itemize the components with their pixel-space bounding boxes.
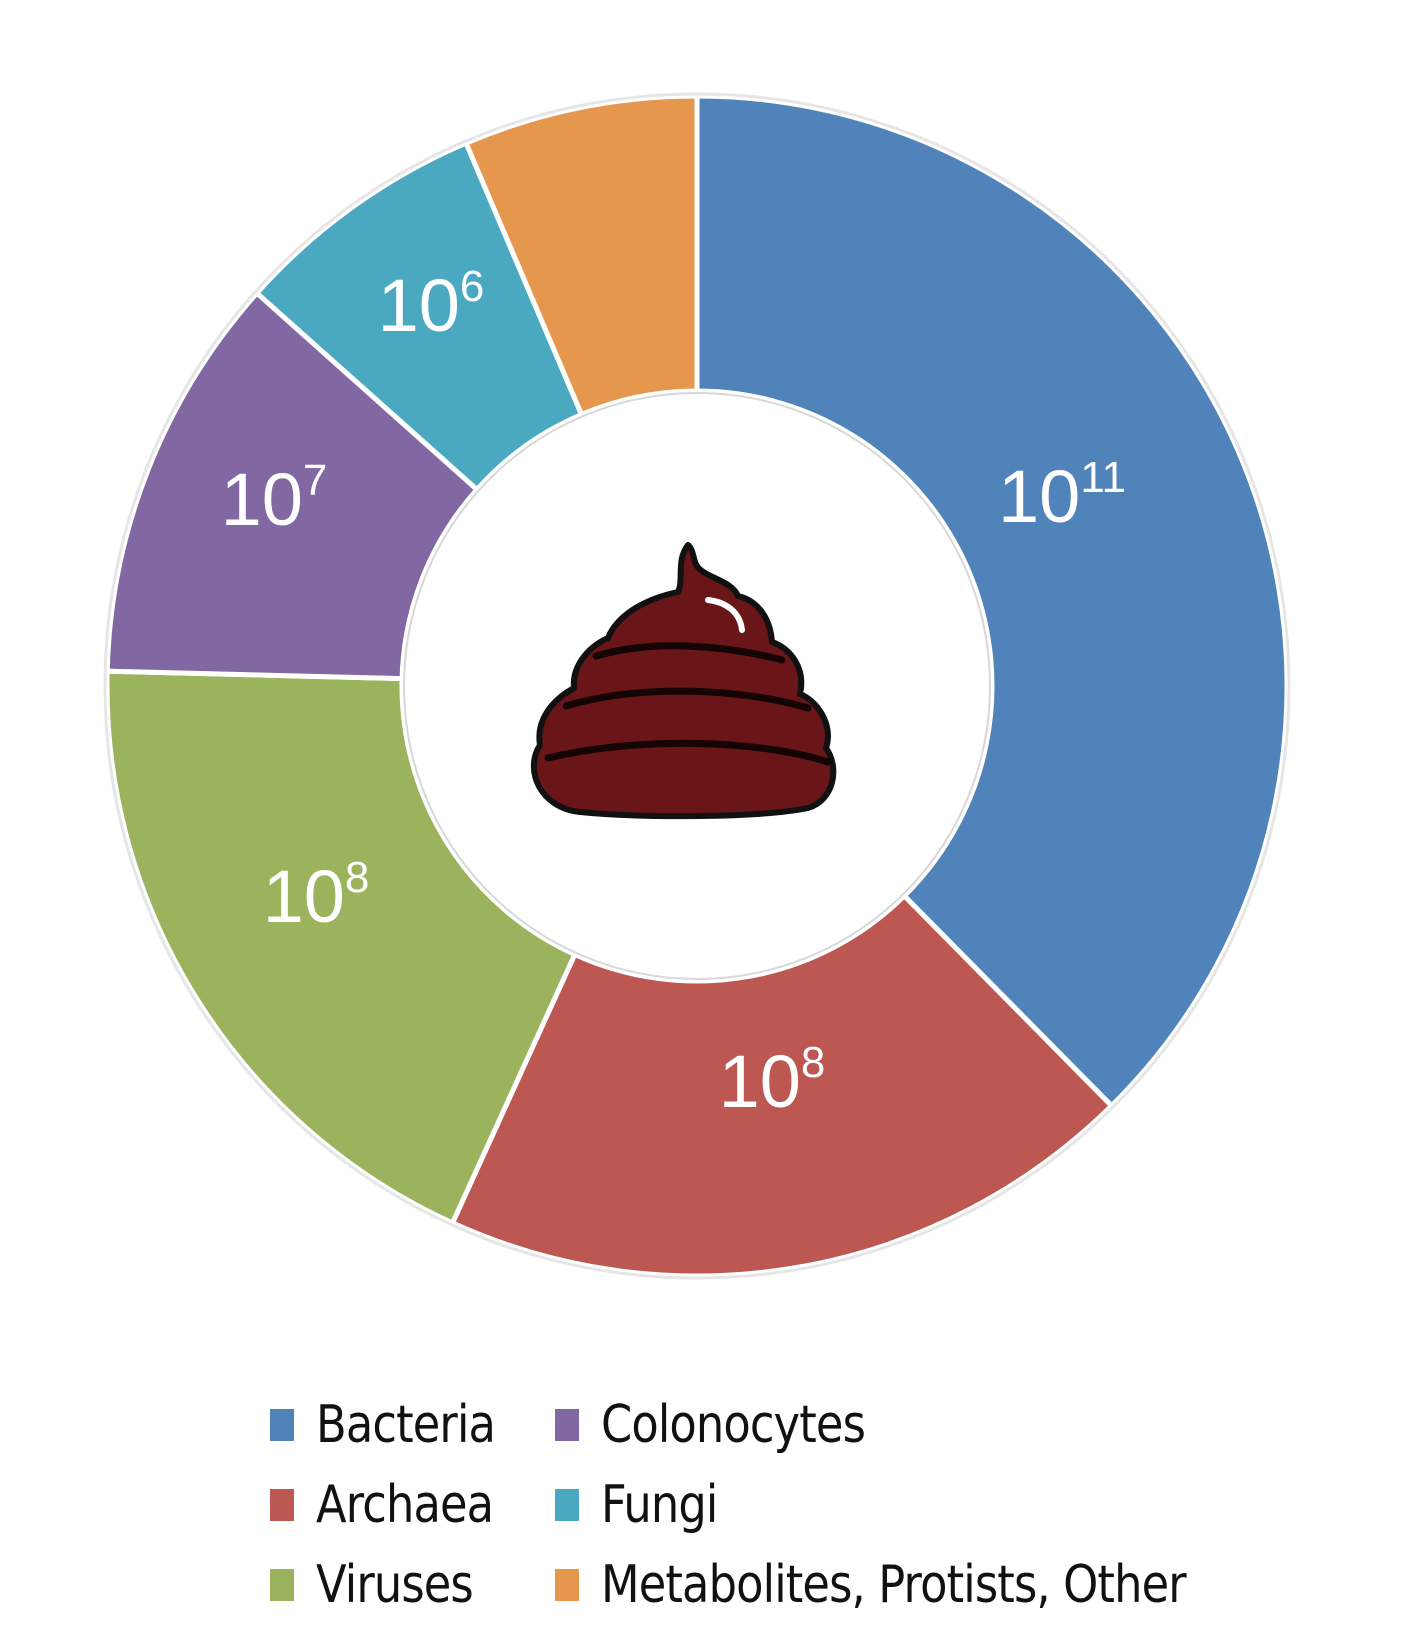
legend-item-colonocytes: Colonocytes (555, 1385, 908, 1465)
slice-label-archaea: 108 (719, 1038, 826, 1123)
legend-swatch-viruses (270, 1569, 294, 1601)
slice-label-bacteria: 1011 (998, 453, 1126, 538)
legend-swatch-bacteria (270, 1409, 294, 1441)
legend-item-metabolites: Metabolites, Protists, Other (555, 1545, 1281, 1625)
slice-label-viruses: 108 (263, 853, 370, 938)
legend-item-viruses: Viruses (270, 1545, 498, 1625)
slice-archaea (450, 893, 1115, 1279)
legend-label-bacteria: Bacteria (316, 1395, 496, 1455)
slice-label-fungi: 106 (378, 262, 485, 347)
legend-label-archaea: Archaea (316, 1475, 494, 1535)
legend-item-fungi: Fungi (555, 1465, 736, 1545)
poop-icon (530, 542, 837, 820)
slice-bacteria (694, 93, 1290, 1109)
legend-item-bacteria: Bacteria (270, 1385, 524, 1465)
legend-swatch-metabolites (555, 1569, 579, 1601)
legend-swatch-colonocytes (555, 1409, 579, 1441)
slice-colonocytes (104, 290, 480, 682)
slice-label-colonocytes: 107 (221, 456, 328, 541)
legend-swatch-fungi (555, 1489, 579, 1521)
legend-label-fungi: Fungi (601, 1475, 718, 1535)
outer-ring-edge (103, 92, 1291, 1280)
slice-viruses (104, 668, 578, 1226)
legend-label-viruses: Viruses (316, 1555, 474, 1615)
slice-metabolites (463, 93, 700, 418)
legend-item-archaea: Archaea (270, 1465, 522, 1545)
legend: Bacteria Colonocytes Archaea Fungi Virus… (270, 1385, 1400, 1625)
legend-label-metabolites: Metabolites, Protists, Other (601, 1555, 1187, 1615)
legend-swatch-archaea (270, 1489, 294, 1521)
legend-label-colonocytes: Colonocytes (601, 1395, 866, 1455)
